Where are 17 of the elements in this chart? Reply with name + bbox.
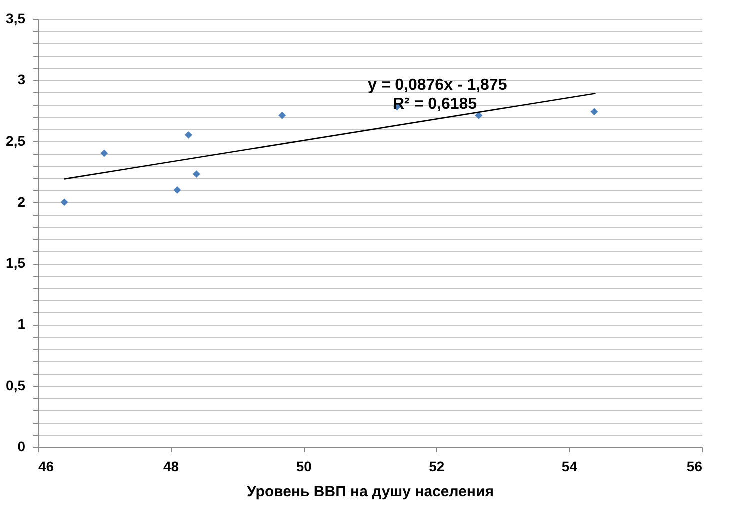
x-tick-label: 54 <box>562 458 578 474</box>
x-tick-label: 48 <box>164 458 180 474</box>
y-tick-label: 0 <box>18 438 26 454</box>
y-tick-label: 3 <box>18 72 26 88</box>
y-tick-label: 1,5 <box>6 255 26 272</box>
x-axis-title: Уровень ВВП на душу населения <box>247 484 494 500</box>
x-tick-label: 52 <box>429 458 445 474</box>
y-tick-label: 3,5 <box>6 10 26 26</box>
x-tick-label: 50 <box>296 458 312 474</box>
x-tick-label: 56 <box>686 458 703 474</box>
y-tick-label: 0,5 <box>6 377 26 394</box>
annotation: y = 0,0876x - 1,875 <box>368 77 508 94</box>
annotation: R² = 0,6185 <box>393 96 478 113</box>
x-tick-label: 46 <box>38 458 54 474</box>
y-tick-label: 2 <box>18 194 26 210</box>
y-tick-label: 2,5 <box>6 132 26 149</box>
y-tick-label: 1 <box>18 316 26 332</box>
